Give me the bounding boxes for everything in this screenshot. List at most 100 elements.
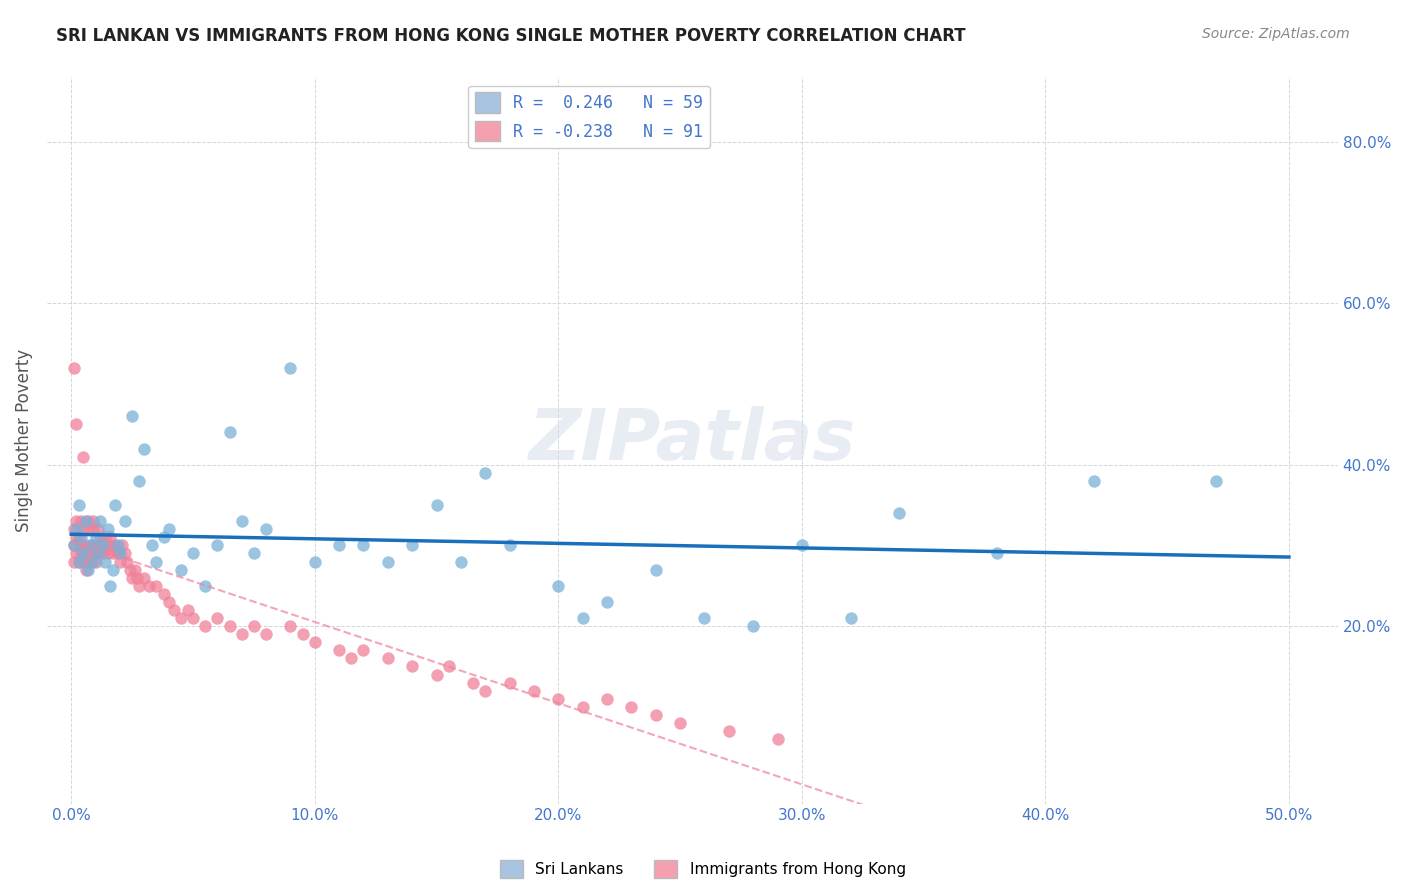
Point: [82, 522, 104, 536]
Point: [65, 547, 87, 561]
Point: [82, 555, 104, 569]
Point: [437, 659, 460, 673]
Point: [70, 547, 93, 561]
Point: [218, 425, 240, 440]
Point: [304, 555, 326, 569]
Point: [72, 450, 94, 464]
Point: [121, 571, 143, 585]
Point: [62, 538, 84, 552]
Point: [644, 707, 666, 722]
Point: [170, 563, 193, 577]
Point: [72, 555, 94, 569]
Point: [72, 547, 94, 561]
Point: [84, 547, 107, 561]
Point: [75, 563, 97, 577]
Point: [474, 466, 496, 480]
Point: [80, 538, 103, 552]
Point: [89, 514, 111, 528]
Point: [693, 611, 716, 625]
Point: [67, 498, 90, 512]
Point: [101, 563, 124, 577]
Point: [97, 522, 120, 536]
Point: [108, 555, 131, 569]
Point: [353, 643, 375, 657]
Point: [125, 571, 148, 585]
Point: [596, 691, 619, 706]
Point: [152, 587, 174, 601]
Point: [547, 579, 569, 593]
Point: [177, 603, 200, 617]
Point: [70, 514, 93, 528]
Point: [401, 538, 423, 552]
Point: [118, 563, 141, 577]
Point: [328, 538, 350, 552]
Point: [134, 442, 156, 456]
Point: [80, 555, 103, 569]
Point: [84, 538, 107, 552]
Point: [620, 699, 643, 714]
Point: [340, 651, 363, 665]
Point: [523, 683, 546, 698]
Point: [571, 611, 593, 625]
Point: [194, 579, 217, 593]
Point: [181, 547, 204, 561]
Point: [107, 547, 129, 561]
Point: [80, 538, 103, 552]
Point: [304, 635, 326, 649]
Point: [94, 530, 117, 544]
Point: [87, 547, 110, 561]
Point: [157, 522, 180, 536]
Point: [152, 530, 174, 544]
Point: [218, 619, 240, 633]
Y-axis label: Single Mother Poverty: Single Mother Poverty: [15, 349, 32, 533]
Point: [162, 603, 184, 617]
Point: [62, 522, 84, 536]
Point: [1083, 474, 1105, 488]
Point: [291, 627, 314, 641]
Point: [194, 619, 217, 633]
Point: [104, 498, 127, 512]
Point: [243, 619, 266, 633]
Point: [571, 699, 593, 714]
Point: [84, 555, 107, 569]
Point: [62, 555, 84, 569]
Point: [87, 522, 110, 536]
Point: [128, 579, 150, 593]
Point: [70, 530, 93, 544]
Point: [450, 555, 472, 569]
Point: [62, 360, 84, 375]
Point: [104, 538, 127, 552]
Point: [75, 514, 97, 528]
Point: [717, 724, 740, 739]
Point: [111, 538, 134, 552]
Point: [70, 538, 93, 552]
Point: [157, 595, 180, 609]
Point: [498, 675, 520, 690]
Point: [75, 555, 97, 569]
Point: [1205, 474, 1227, 488]
Point: [181, 611, 204, 625]
Point: [77, 547, 100, 561]
Point: [97, 547, 120, 561]
Point: [117, 555, 139, 569]
Point: [141, 538, 163, 552]
Point: [89, 547, 111, 561]
Point: [98, 538, 121, 552]
Text: SRI LANKAN VS IMMIGRANTS FROM HONG KONG SINGLE MOTHER POVERTY CORRELATION CHART: SRI LANKAN VS IMMIGRANTS FROM HONG KONG …: [56, 27, 966, 45]
Point: [596, 595, 619, 609]
Point: [91, 538, 114, 552]
Point: [145, 579, 167, 593]
Point: [89, 530, 111, 544]
Point: [425, 667, 447, 681]
Point: [82, 514, 104, 528]
Point: [742, 619, 765, 633]
Point: [91, 538, 114, 552]
Point: [766, 732, 789, 747]
Point: [461, 675, 484, 690]
Point: [243, 547, 266, 561]
Point: [254, 627, 277, 641]
Point: [280, 360, 302, 375]
Text: Source: ZipAtlas.com: Source: ZipAtlas.com: [1202, 27, 1350, 41]
Point: [77, 522, 100, 536]
Point: [65, 514, 87, 528]
